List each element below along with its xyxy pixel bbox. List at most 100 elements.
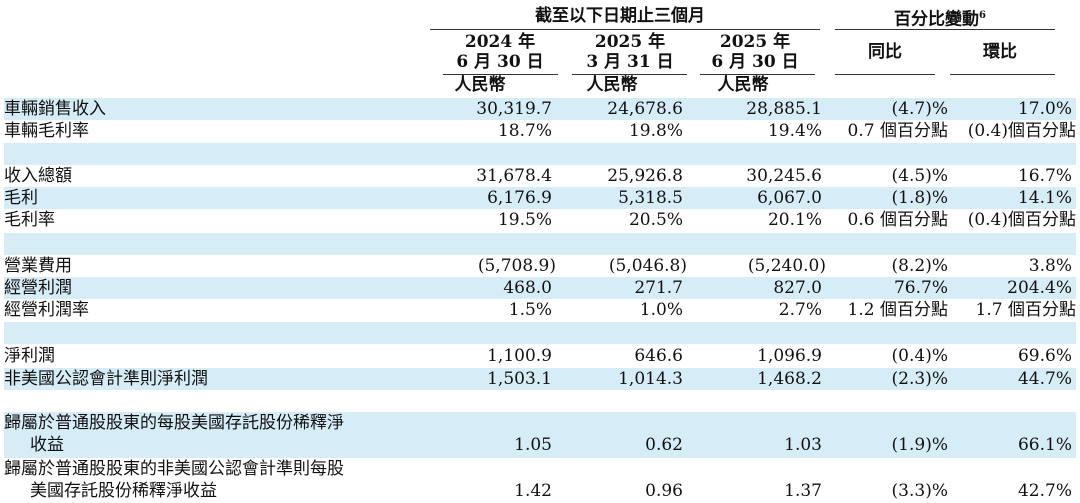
row-label: 淨利潤	[4, 346, 55, 366]
cell-2025q2: 2.7%	[778, 300, 822, 320]
cell-2025q2: 19.4%	[767, 121, 822, 141]
band-spacer	[4, 143, 1076, 165]
band-row	[4, 277, 1076, 299]
cell-2025q2: 1.03	[784, 435, 822, 455]
cell-2024q2: 1.05	[514, 435, 552, 455]
change-footnote: 6	[979, 10, 986, 21]
cell-2025q1: (5,046.8)	[608, 256, 687, 276]
cell-qoq: 204.4%	[1007, 278, 1072, 298]
cell-2025q2: 1,096.9	[757, 346, 822, 366]
period-group-rule	[430, 29, 820, 30]
cell-2025q2: 1.37	[784, 481, 822, 501]
col-rule-3	[700, 74, 815, 75]
band-row	[4, 98, 1076, 120]
cell-2024q2: 1,100.9	[487, 346, 552, 366]
cell-qoq: 17.0%	[1017, 99, 1072, 119]
cell-yoy: (3.3)%	[891, 481, 948, 501]
cell-2025q1: 24,678.6	[607, 99, 683, 119]
cell-yoy: (0.4)%	[891, 346, 948, 366]
cell-qoq: 44.7%	[1017, 369, 1072, 389]
cell-2025q1: 19.8%	[628, 121, 683, 141]
cell-2024q2: 30,319.7	[476, 99, 552, 119]
cell-2025q2: 1,468.2	[757, 369, 822, 389]
col-2025-0630-currency: 人民幣	[717, 75, 769, 95]
cell-2025q2: 6,067.0	[757, 188, 822, 208]
change-group-title: 百分比變動6	[830, 6, 1050, 30]
cell-2025q1: 646.6	[634, 346, 683, 366]
col-qoq: 環比	[983, 42, 1017, 62]
col-2024-0630-currency: 人民幣	[454, 75, 506, 95]
cell-yoy: (4.5)%	[891, 166, 948, 186]
cell-2024q2: 18.7%	[497, 121, 552, 141]
band-spacer	[4, 322, 1076, 344]
cell-yoy: (1.8)%	[891, 188, 948, 208]
band-row	[4, 187, 1076, 209]
row-label: 歸屬於普通股股東的非美國公認會計準則每股	[4, 459, 344, 479]
cell-2024q2: 1,503.1	[487, 369, 552, 389]
row-label: 毛利	[4, 188, 38, 208]
col-2025-0630-year: 2025 年	[719, 32, 791, 52]
cell-2025q1: 1.0%	[639, 300, 683, 320]
cell-2025q2: 827.0	[773, 278, 822, 298]
cell-qoq: 16.7%	[1017, 166, 1072, 186]
cell-2025q2: 30,245.6	[746, 166, 822, 186]
cell-yoy: 76.7%	[893, 278, 948, 298]
period-group-title: 截至以下日期止三個月	[535, 6, 705, 26]
cell-qoq: 3.8%	[1028, 256, 1072, 276]
col-2025-0331-currency: 人民幣	[586, 75, 638, 95]
cell-qoq: 1.7 個百分點	[975, 300, 1076, 320]
cell-yoy: (4.7)%	[891, 99, 948, 119]
col-2025-0630-date: 6 月 30 日	[711, 52, 799, 72]
col-2025-0331-year: 2025 年	[594, 32, 666, 52]
cell-2025q2: 28,885.1	[746, 99, 822, 119]
row-label: 經營利潤率	[4, 300, 89, 320]
row-label: 經營利潤	[4, 278, 72, 298]
cell-2025q1: 0.96	[645, 481, 683, 501]
cell-yoy: (2.3)%	[891, 369, 948, 389]
col-rule-4	[835, 74, 935, 75]
cell-yoy: 0.7 個百分點	[847, 121, 948, 141]
row-label: 非美國公認會計準則淨利潤	[4, 369, 208, 389]
row-label-continued: 美國存託股份稀釋淨收益	[30, 481, 217, 501]
cell-qoq: 69.6%	[1017, 346, 1072, 366]
row-label: 收入總額	[4, 166, 72, 186]
band-row	[4, 368, 1076, 390]
cell-yoy: 1.2 個百分點	[847, 300, 948, 320]
col-rule-5	[950, 74, 1055, 75]
row-label-continued: 收益	[30, 435, 64, 455]
row-label: 毛利率	[4, 210, 55, 230]
cell-2025q1: 20.5%	[628, 210, 683, 230]
cell-qoq: 66.1%	[1017, 435, 1072, 455]
cell-2025q1: 271.7	[634, 278, 683, 298]
col-2024-0630-year: 2024 年	[464, 32, 536, 52]
cell-2025q1: 5,318.5	[618, 188, 683, 208]
cell-yoy: (1.9)%	[891, 435, 948, 455]
cell-2025q1: 1,014.3	[618, 369, 683, 389]
col-rule-1	[443, 74, 558, 75]
band-spacer	[4, 412, 1076, 458]
cell-qoq: (0.4)個百分點	[967, 121, 1076, 141]
cell-2025q2: (5,240.0)	[747, 256, 826, 276]
cell-2024q2: 19.5%	[497, 210, 552, 230]
cell-2024q2: 468.0	[503, 278, 552, 298]
cell-qoq: 14.1%	[1017, 188, 1072, 208]
change-group-rule	[835, 29, 1055, 30]
cell-2025q1: 25,926.8	[607, 166, 683, 186]
cell-2024q2: 1.42	[514, 481, 552, 501]
cell-2025q1: 0.62	[645, 435, 683, 455]
cell-2025q2: 20.1%	[767, 210, 822, 230]
cell-2024q2: 6,176.9	[487, 188, 552, 208]
col-yoy: 同比	[868, 42, 902, 62]
change-group-label: 百分比變動	[894, 9, 980, 30]
row-label: 車輛毛利率	[4, 121, 89, 141]
cell-2024q2: 1.5%	[508, 300, 552, 320]
row-label: 車輛銷售收入	[4, 99, 106, 119]
cell-2024q2: 31,678.4	[476, 166, 552, 186]
col-2024-0630-date: 6 月 30 日	[456, 52, 544, 72]
band-spacer	[4, 233, 1076, 255]
cell-qoq: 42.7%	[1017, 481, 1072, 501]
col-2025-0331-date: 3 月 31 日	[586, 52, 674, 72]
cell-yoy: (8.2)%	[891, 256, 948, 276]
cell-qoq: (0.4)個百分點	[967, 210, 1076, 230]
